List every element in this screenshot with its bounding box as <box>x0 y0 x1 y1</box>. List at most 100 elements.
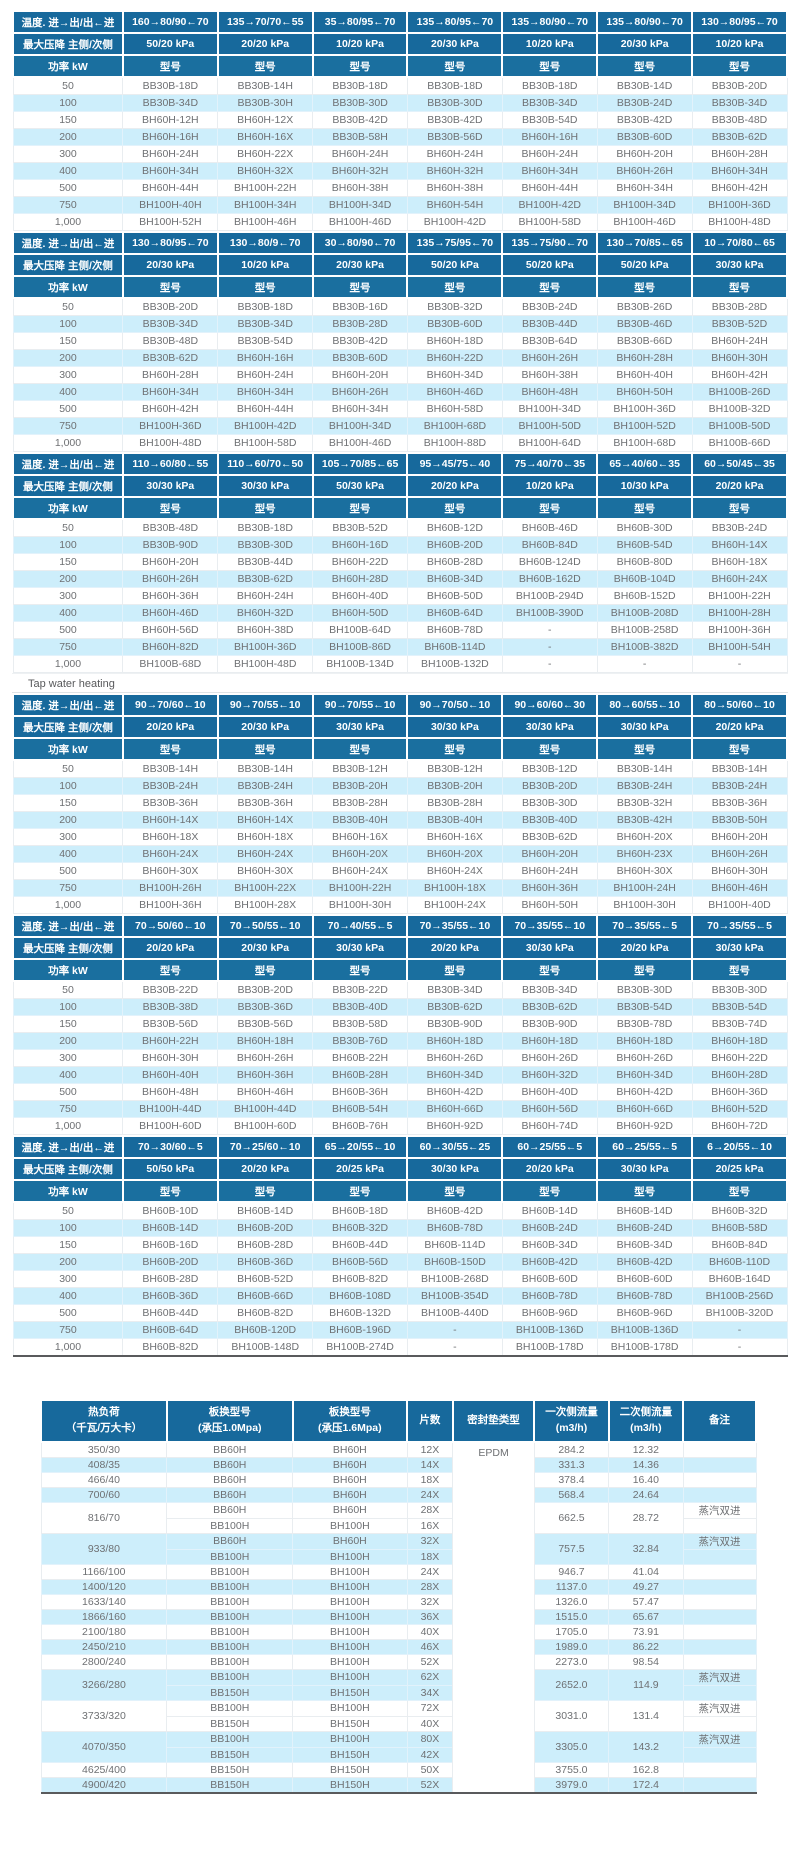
model-cell: BH60B-64D <box>406 604 503 622</box>
power-cell: 150 <box>12 553 124 571</box>
model-cell: BB30B-28H <box>406 794 503 812</box>
primary-flow-cell: 1137.0 <box>533 1578 610 1595</box>
secondary-flow-cell: 16.40 <box>608 1471 684 1488</box>
power-row: 750 BH100H-26H BH100H-22X BH100H-22H BH100H-… <box>12 879 788 897</box>
power-row: 200 BH60H-14X BH60H-14X BB30B-40H BB30B-40H B… <box>12 811 788 829</box>
power-cell: 1,000 <box>12 1338 124 1357</box>
power-column-label: 功率 kW <box>12 958 124 982</box>
power-cell: 750 <box>12 417 124 435</box>
model-cell: BH100H-42D <box>217 417 314 435</box>
pressure-header-row: 最大压降 主侧/次侧 20/20 kPa 20/30 kPa 30/30 kPa 30/… <box>12 715 788 739</box>
model-cell: BH100B-136D <box>501 1321 598 1339</box>
heat-load-cell: 3733/320 <box>40 1699 168 1732</box>
model-1.0mpa-cell: BB150H <box>166 1715 294 1732</box>
model-cell: BB30B-48D <box>122 518 219 537</box>
temperature-header-cell: 130→70/85←65 <box>596 231 694 255</box>
model-cell: BH60H-46H <box>691 879 788 897</box>
model-cell: BB30B-24D <box>691 518 788 537</box>
model-cell: BH100H-46D <box>312 434 408 452</box>
model-cell: BB30B-20D <box>501 777 598 795</box>
model-cell: BB30B-76D <box>312 1032 408 1050</box>
power-column-label: 功率 kW <box>12 54 124 78</box>
model-cell: BH60H-12X <box>217 111 314 129</box>
temperature-header-cell: 90→60/60←30 <box>501 693 599 717</box>
temperature-header-cell: 70→50/60←10 <box>121 914 219 938</box>
model-1.0mpa-cell: BB150H <box>166 1746 294 1763</box>
model-column-label: 型号 <box>691 958 788 982</box>
remark-cell <box>682 1638 757 1655</box>
model-column-label: 型号 <box>501 496 599 520</box>
plate-count-cell: 12X <box>406 1441 454 1458</box>
plate-count-cell: 52X <box>406 1776 454 1793</box>
power-row: 750 BH100H-44D BH100H-44D BH60B-54H BH60H-66… <box>12 1100 788 1118</box>
power-row: 300 BH60H-36H BH60H-24H BH60H-40D BH60B-50D B… <box>12 587 788 605</box>
model-cell: BH100H-22X <box>217 879 314 897</box>
model-cell: BH100H-88D <box>406 434 503 452</box>
power-cell: 50 <box>12 297 124 316</box>
secondary-flow-cell: 172.4 <box>608 1776 684 1793</box>
model-cell: BH60H-48H <box>122 1083 219 1101</box>
model-cell: BB30B-14H <box>596 759 693 778</box>
model-column-label: 型号 <box>501 958 599 982</box>
model-column-label: 型号 <box>691 737 788 761</box>
model-cell: BH60H-30H <box>691 349 788 367</box>
model-cell: BH60H-56D <box>501 1100 598 1118</box>
model-cell: BH100B-86D <box>312 638 408 656</box>
power-row: 750 BH100H-36D BH100H-42D BH100H-34D BH100H-… <box>12 417 788 435</box>
plate-count-cell: 50X <box>406 1761 454 1778</box>
model-cell: - <box>691 1338 788 1357</box>
model-cell: BH100H-36D <box>691 196 788 214</box>
model-1.6mpa-cell: BH150H <box>292 1761 408 1778</box>
plate-count-cell: 46X <box>406 1638 454 1655</box>
power-cell: 400 <box>12 604 124 622</box>
primary-flow-cell: 3979.0 <box>533 1776 610 1793</box>
power-cell: 100 <box>12 536 124 554</box>
secondary-flow-cell: 98.54 <box>608 1653 684 1670</box>
pressure-header-cell: 20/20 kPa <box>121 715 219 739</box>
model-cell: BH60H-44H <box>217 400 314 418</box>
model-cell: BH100H-36H <box>691 621 788 639</box>
power-cell: 100 <box>12 998 124 1016</box>
model-1.0mpa-cell: BB100H <box>166 1730 294 1748</box>
model-cell: BH60B-82D <box>217 1304 314 1322</box>
model-cell: BH60B-120D <box>217 1321 314 1339</box>
tap-water-heating-label: Tap water heating <box>12 673 788 693</box>
power-row: 200 BH60H-22H BH60H-18H BB30B-76D BH60H-18D B… <box>12 1032 788 1050</box>
heat-load-cell: 4625/400 <box>40 1761 168 1778</box>
model-cell: BH100H-50D <box>501 417 598 435</box>
model-cell: BH60H-30X <box>596 862 693 880</box>
remark-cell <box>682 1441 757 1458</box>
model-cell: BH60H-34H <box>501 162 598 180</box>
model-cell: BH60H-42D <box>406 1083 503 1101</box>
model-cell: BH60B-108D <box>312 1287 408 1305</box>
model-cell: BH60H-38H <box>501 366 598 384</box>
model-cell: BH60B-42D <box>596 1253 693 1271</box>
model-cell: BB30B-48D <box>122 332 219 350</box>
model-cell: BH100H-44D <box>217 1100 314 1118</box>
plate-count-cell: 62X <box>406 1668 454 1686</box>
plate-count-cell: 18X <box>406 1471 454 1488</box>
model-cell: BH60H-42H <box>691 366 788 384</box>
model-cell: BB30B-24D <box>501 297 598 316</box>
model-column-label: 型号 <box>406 275 504 299</box>
pressure-header-cell: 20/25 kPa <box>691 1157 788 1181</box>
model-cell: BH60H-16X <box>217 128 314 146</box>
model-cell: BH60B-84D <box>691 1236 788 1254</box>
model-cell: BH60B-10D <box>122 1201 219 1220</box>
temperature-header-cell: 135→70/70←55 <box>216 10 314 34</box>
model-column-label: 型号 <box>596 958 694 982</box>
model-cell: BH60B-58D <box>691 1219 788 1237</box>
model-cell: BH100H-34H <box>217 196 314 214</box>
model-1.6mpa-cell: BH60H <box>292 1532 408 1550</box>
model-cell: BH60H-72D <box>691 1117 788 1135</box>
temperature-header-cell: 105→70/85←65 <box>311 452 409 476</box>
model-cell: BH100H-52D <box>596 417 693 435</box>
model-cell: BB30B-26D <box>596 297 693 316</box>
model-cell: BH60H-36H <box>217 1066 314 1084</box>
power-row: 300 BH60H-30H BH60H-26H BH60B-22H BH60H-26D B… <box>12 1049 788 1067</box>
model-cell: BH60H-52D <box>691 1100 788 1118</box>
model-cell: BH60H-26H <box>312 383 408 401</box>
model-cell: BB30B-32H <box>596 794 693 812</box>
model-cell: BB30B-42D <box>312 111 408 129</box>
selection-table-3: 温度. 进→出/出←进 110→60/80←55 110→60/70←50 105→7… <box>12 452 788 673</box>
